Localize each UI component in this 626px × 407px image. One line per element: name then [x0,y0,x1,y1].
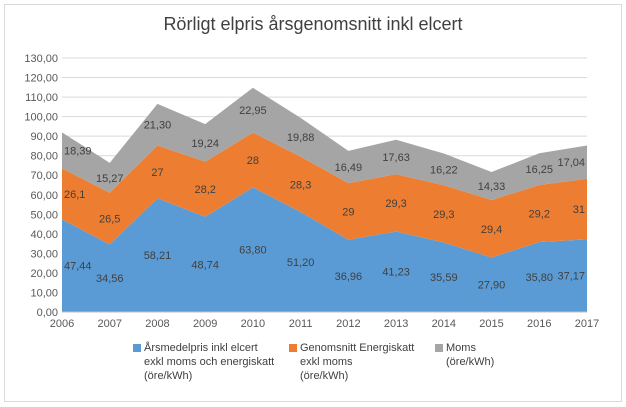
data-label: 16,25 [526,164,554,176]
data-label: 48,74 [191,259,219,271]
y-tick-label: 90,00 [30,131,58,143]
data-label: 28,3 [290,179,311,191]
data-label: 29,3 [433,209,454,221]
data-label: 29 [342,206,354,218]
y-tick-label: 50,00 [30,209,58,221]
data-label: 14,33 [478,181,506,193]
y-tick-label: 110,00 [25,92,58,104]
x-tick-label: 2008 [145,318,169,330]
data-label: 47,44 [64,261,92,273]
x-tick-label: 2006 [50,318,74,330]
y-tick-label: 10,00 [30,287,58,299]
data-label: 27,90 [478,280,506,292]
y-tick-label: 100,00 [24,112,58,124]
y-tick-label: 60,00 [30,190,58,202]
y-tick-label: 130,00 [24,53,58,65]
y-tick-label: 30,00 [30,248,58,260]
data-label: 31 [573,204,585,216]
data-label: 28,2 [194,184,215,196]
x-tick-label: 2013 [384,318,408,330]
legend-swatch-series-1 [133,344,141,352]
data-label: 28 [247,155,259,167]
legend-swatch-series-3 [435,344,443,352]
y-tick-label: 20,00 [30,268,58,280]
x-tick-label: 2012 [336,318,360,330]
data-label: 37,17 [557,271,585,283]
data-label: 29,2 [529,209,550,221]
y-tick-label: 80,00 [30,151,58,163]
data-label: 36,96 [335,271,363,283]
x-tick-label: 2009 [193,318,217,330]
y-tick-label: 120,00 [24,73,58,85]
data-label: 27 [151,167,163,179]
y-tick-label: 70,00 [30,170,58,182]
data-label: 16,49 [335,162,363,174]
data-label: 19,88 [287,132,315,144]
data-label: 16,22 [430,164,458,176]
area-series-2 [62,132,587,258]
x-tick-label: 2016 [527,318,551,330]
data-label: 26,5 [99,214,120,226]
legend-label-series-2: Genomsnitt Energiskatt exkl moms (öre/kW… [300,342,415,382]
area-series-1 [62,187,587,312]
data-label: 19,24 [191,138,219,150]
x-tick-label: 2014 [432,318,456,330]
chart-title: Rörligt elpris årsgenomsnitt inkl elcert [163,14,463,34]
data-label: 51,20 [287,257,315,269]
x-tick-label: 2017 [575,318,599,330]
data-label: 63,80 [239,245,267,257]
data-label: 22,95 [239,105,267,117]
data-label: 58,21 [144,250,172,262]
data-label: 18,39 [64,145,92,157]
data-label: 41,23 [382,267,410,279]
x-tick-label: 2011 [289,318,313,330]
legend-swatch-series-2 [289,344,297,352]
y-tick-label: 0,00 [37,307,58,319]
x-tick-label: 2007 [97,318,121,330]
data-label: 29,4 [481,224,502,236]
data-label: 29,3 [385,198,406,210]
data-label: 26,1 [64,189,85,201]
area-series-3 [62,87,587,201]
data-label: 35,80 [526,272,554,284]
data-label: 35,59 [430,272,458,284]
legend-label-series-1: Årsmedelpris inkl elcert exkl moms och e… [144,342,275,382]
y-tick-label: 40,00 [30,229,58,241]
data-label: 17,04 [557,157,585,169]
x-tick-label: 2010 [241,318,265,330]
data-label: 15,27 [96,173,124,185]
data-label: 17,63 [382,152,410,164]
x-tick-label: 2015 [479,318,503,330]
legend-label-series-3: Moms (öre/kWh) [446,342,495,368]
data-label: 34,56 [96,273,124,285]
data-label: 21,30 [144,120,172,132]
